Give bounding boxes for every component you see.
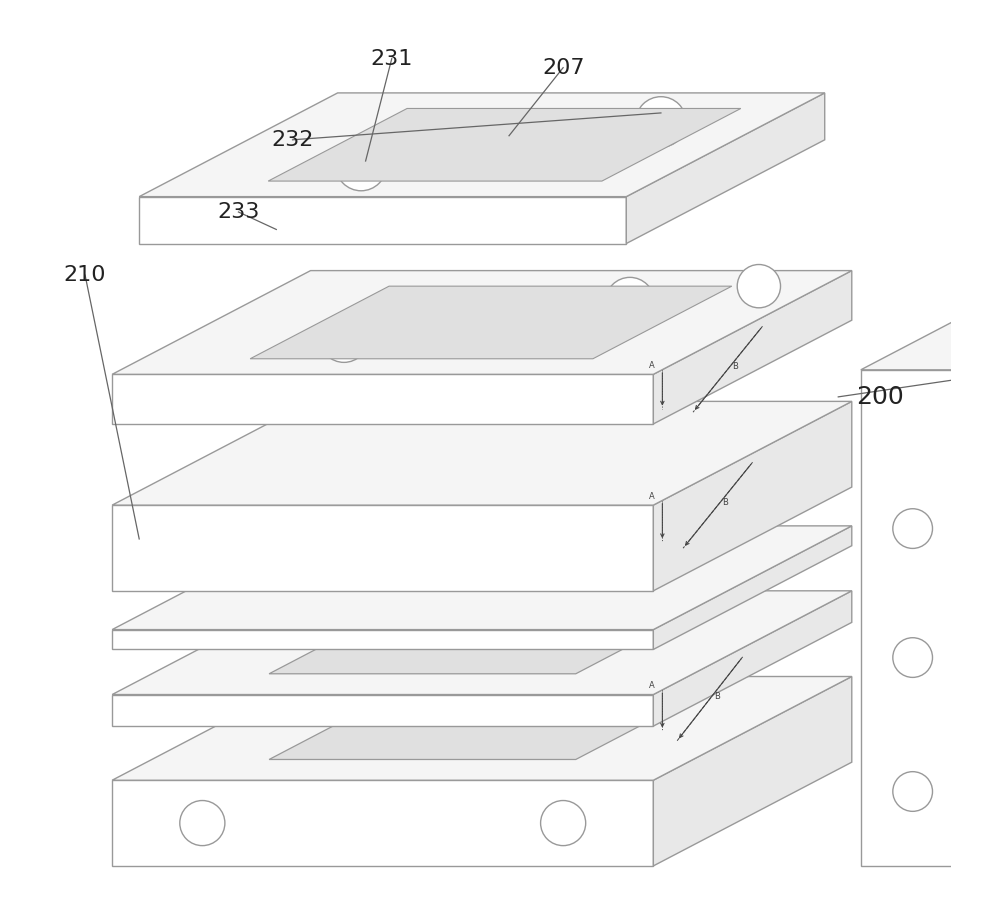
Polygon shape bbox=[139, 93, 825, 197]
Polygon shape bbox=[653, 526, 852, 649]
Text: 231: 231 bbox=[371, 49, 413, 69]
Polygon shape bbox=[112, 401, 852, 505]
Polygon shape bbox=[626, 93, 825, 244]
Text: 210: 210 bbox=[64, 265, 106, 285]
Circle shape bbox=[893, 772, 933, 812]
Polygon shape bbox=[653, 591, 852, 726]
Text: B: B bbox=[714, 692, 720, 701]
Polygon shape bbox=[112, 630, 653, 649]
Circle shape bbox=[606, 277, 654, 326]
Circle shape bbox=[893, 509, 933, 548]
Polygon shape bbox=[112, 374, 653, 424]
Polygon shape bbox=[268, 108, 741, 181]
Text: A: A bbox=[649, 492, 655, 501]
Polygon shape bbox=[112, 780, 653, 866]
Polygon shape bbox=[653, 271, 852, 424]
Text: 200: 200 bbox=[856, 385, 904, 409]
Polygon shape bbox=[269, 612, 695, 674]
Polygon shape bbox=[269, 697, 695, 759]
Circle shape bbox=[180, 801, 225, 846]
Polygon shape bbox=[250, 286, 732, 359]
Polygon shape bbox=[965, 266, 1000, 866]
Text: B: B bbox=[732, 363, 738, 372]
Polygon shape bbox=[139, 197, 626, 244]
Polygon shape bbox=[112, 676, 852, 780]
Polygon shape bbox=[112, 695, 653, 726]
Polygon shape bbox=[112, 526, 852, 630]
Polygon shape bbox=[112, 591, 852, 695]
Text: B: B bbox=[722, 498, 728, 507]
Text: 207: 207 bbox=[542, 58, 584, 78]
Text: A: A bbox=[649, 681, 655, 690]
Text: 233: 233 bbox=[217, 202, 260, 222]
Text: 232: 232 bbox=[271, 130, 314, 150]
Circle shape bbox=[636, 97, 686, 147]
Polygon shape bbox=[861, 266, 1000, 370]
Polygon shape bbox=[861, 370, 965, 866]
Circle shape bbox=[541, 801, 586, 846]
Polygon shape bbox=[653, 401, 852, 591]
Text: A: A bbox=[649, 361, 655, 370]
Circle shape bbox=[737, 264, 781, 308]
Polygon shape bbox=[653, 676, 852, 866]
Circle shape bbox=[336, 141, 386, 191]
Circle shape bbox=[320, 314, 368, 363]
Polygon shape bbox=[112, 505, 653, 591]
Polygon shape bbox=[112, 271, 852, 374]
Circle shape bbox=[893, 638, 933, 677]
